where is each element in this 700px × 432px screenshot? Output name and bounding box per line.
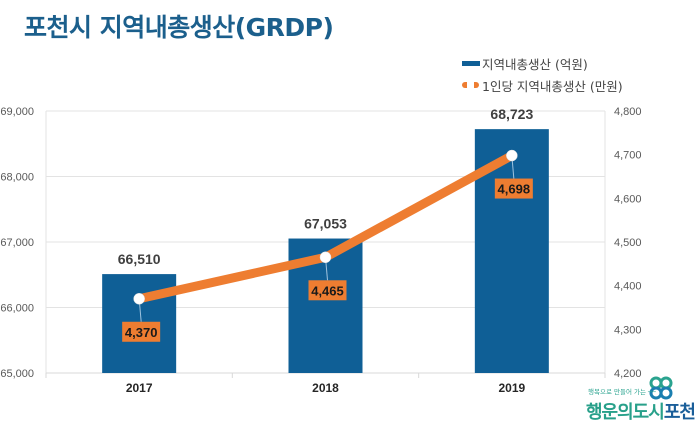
bar-value-label: 66,510 [118,251,161,267]
y-tick-label-left: 68,000 [0,172,34,184]
bar-swatch-icon [462,60,480,66]
line-swatch-icon [462,81,480,89]
point-value-label: 4,465 [311,283,344,298]
legend-label-bar: 지역내총생산 (억원) [482,56,588,72]
logo-name: 행운의도시포천 [586,398,696,424]
clover-icon [649,376,673,400]
y-tick-label-left: 69,000 [0,106,34,118]
point-label-box [308,280,347,301]
y-tick-label-left: 66,000 [0,303,34,315]
x-tick-label: 2017 [126,381,153,395]
y-tick-label-right: 4,700 [614,150,642,162]
y-tick-label-right: 4,500 [614,237,642,249]
point-value-label: 4,370 [125,325,158,340]
bar-value-label: 68,723 [490,106,533,122]
y-tick-label-right: 4,200 [614,368,642,380]
y-tick-label-right: 4,600 [614,193,642,205]
line-point [506,149,518,162]
line-point [319,251,332,264]
x-tick-label: 2019 [498,381,525,395]
y-tick-label-right: 4,400 [614,281,642,293]
point-label-box [494,178,533,199]
bar-value-label: 67,053 [304,216,347,232]
page-title: 포천시 지역내총생산(GRDP) [24,13,334,42]
y-tick-label-left: 65,000 [0,368,34,380]
point-label-box [122,321,161,342]
logo-name-a: 행운의도시 [586,402,665,423]
legend-item-bar: 지역내총생산 (억원) [462,52,623,74]
logo-name-b: 포천 [663,402,696,423]
x-tick-label: 2018 [312,381,339,395]
city-logo: 행복으로 만들어 가는 ── 행운의도시포천 [586,376,698,430]
legend-item-line: 1인당 지역내총생산 (만원) [462,74,623,96]
point-value-label: 4,698 [498,182,531,197]
chart-legend: 지역내총생산 (억원) 1인당 지역내총생산 (만원) [462,52,623,96]
y-tick-label-left: 67,000 [0,237,34,249]
legend-label-line: 1인당 지역내총생산 (만원) [482,78,623,94]
y-tick-label-right: 4,800 [614,106,642,118]
line-point [133,293,145,305]
y-tick-label-right: 4,300 [614,324,642,336]
logo-tagline: 행복으로 만들어 가는 ── [588,388,656,396]
